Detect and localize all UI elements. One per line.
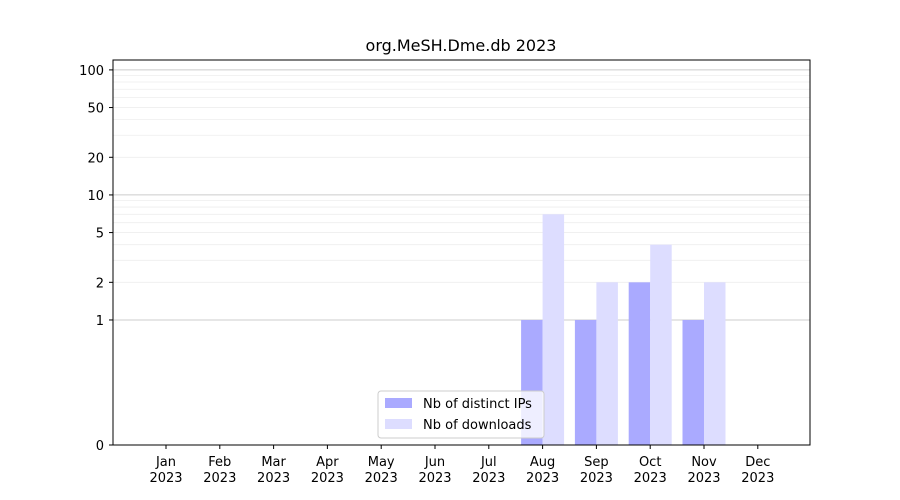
- bar-distinct-ips: [574, 319, 597, 445]
- x-tick-label-year: 2023: [580, 471, 613, 486]
- legend-swatch-distinct-ips: [385, 398, 412, 408]
- y-tick-label: 100: [79, 64, 104, 79]
- x-tick-label-year: 2023: [149, 471, 182, 486]
- grid-lines: [113, 69, 810, 321]
- x-tick-label-month: Nov: [691, 455, 717, 470]
- y-axis: 0 1 2 5 10 20 50 100: [79, 64, 113, 454]
- x-tick-label-year: 2023: [257, 471, 290, 486]
- y-tick-label: 50: [87, 102, 104, 117]
- x-tick-label-year: 2023: [418, 471, 451, 486]
- y-tick-label: 5: [96, 227, 104, 242]
- bar-downloads: [596, 282, 618, 445]
- x-tick-label-month: Apr: [316, 455, 339, 470]
- chart-title: org.MeSH.Dme.db 2023: [366, 36, 557, 55]
- x-tick-label-month: Mar: [261, 455, 286, 470]
- x-axis: Jan2023Feb2023Mar2023Apr2023May2023Jun20…: [149, 445, 774, 486]
- x-tick-label-month: May: [368, 455, 395, 470]
- x-tick-label-month: Jan: [155, 455, 176, 470]
- legend-frame: [377, 390, 545, 439]
- x-tick-label-year: 2023: [365, 471, 398, 486]
- y-tick-label: 2: [96, 276, 104, 291]
- x-tick-label-year: 2023: [311, 471, 344, 486]
- x-tick-label-year: 2023: [526, 471, 559, 486]
- x-tick-label-month: Jul: [480, 455, 497, 470]
- bar-downloads: [650, 244, 672, 445]
- x-tick-label-year: 2023: [634, 471, 667, 486]
- bar-distinct-ips: [628, 282, 651, 445]
- x-tick-label-month: Feb: [208, 455, 231, 470]
- y-tick-label: 1: [96, 314, 104, 329]
- y-tick-label: 0: [96, 439, 104, 454]
- bar-distinct-ips: [682, 319, 704, 445]
- y-tick-label: 10: [87, 189, 104, 204]
- legend-label-downloads: Nb of downloads: [423, 418, 532, 433]
- legend: Nb of distinct IPs Nb of downloads: [377, 390, 545, 439]
- x-tick-label-month: Oct: [639, 455, 661, 470]
- x-tick-label-year: 2023: [472, 471, 505, 486]
- bar-downloads: [542, 214, 565, 445]
- x-tick-label-month: Jun: [424, 455, 445, 470]
- x-tick-label-month: Dec: [745, 455, 770, 470]
- legend-swatch-downloads: [385, 419, 412, 429]
- x-tick-label-year: 2023: [203, 471, 236, 486]
- x-tick-label-year: 2023: [741, 471, 774, 486]
- bars: [521, 214, 726, 445]
- x-tick-label-month: Sep: [584, 455, 609, 470]
- legend-label-distinct-ips: Nb of distinct IPs: [423, 397, 532, 412]
- x-tick-label-month: Aug: [530, 455, 555, 470]
- plot-area-frame: [112, 59, 811, 446]
- x-tick-label-year: 2023: [687, 471, 720, 486]
- y-tick-label: 20: [87, 151, 104, 166]
- bar-downloads: [704, 282, 726, 445]
